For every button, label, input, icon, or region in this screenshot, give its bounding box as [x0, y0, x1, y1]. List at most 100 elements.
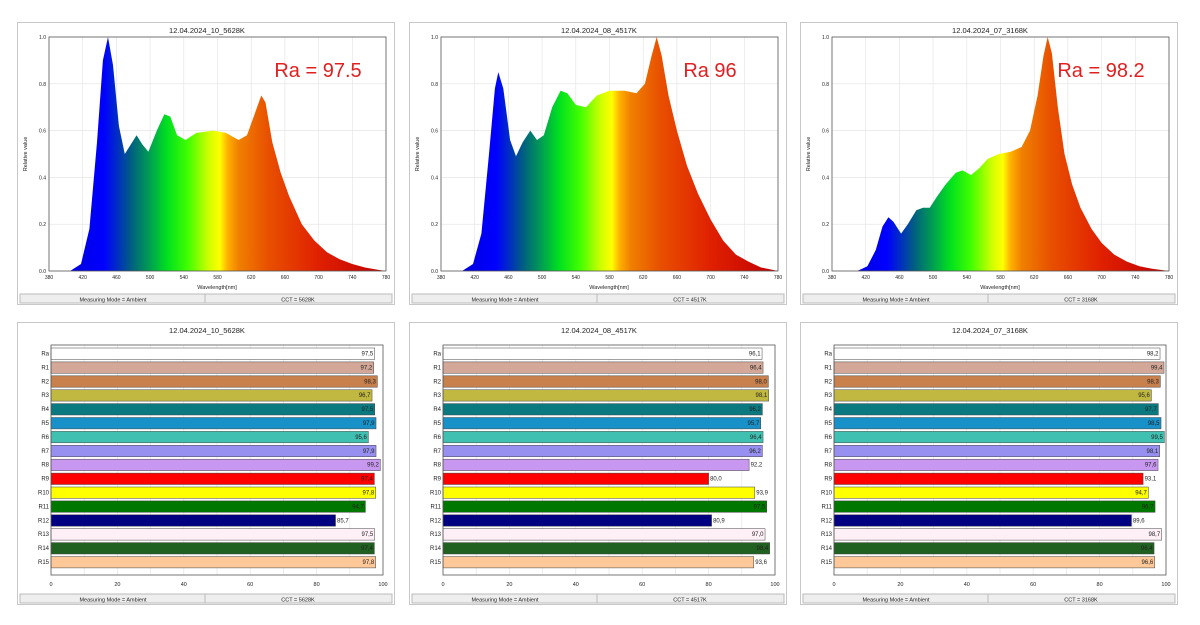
x-tick-label: 60	[247, 582, 253, 588]
chart-title: 12.04.2024_08_4517K	[561, 326, 637, 335]
status-cct: CCT = 5628K	[281, 598, 315, 604]
value-label: 93,1	[1145, 477, 1157, 483]
bar-r8	[833, 458, 1159, 471]
category-label: R12	[430, 518, 442, 524]
y-axis-label: Relative value	[23, 137, 29, 172]
category-label: R6	[433, 435, 441, 441]
x-tick-label: 0	[49, 582, 52, 588]
bar-ra	[50, 347, 375, 360]
cri-bar-chart: 12.04.2024_07_3168K 0 20 40 60 80 100 Ra 98,2 R1 9…	[802, 326, 1176, 604]
bar-r13	[50, 528, 375, 541]
bar-r12	[833, 514, 1132, 527]
value-label: 97,7	[1145, 407, 1157, 413]
x-tick-label: 420	[471, 275, 480, 281]
x-tick-label: 700	[1097, 275, 1106, 281]
bar-r9	[442, 472, 709, 485]
x-tick-label: 380	[437, 275, 446, 281]
y-tick-label: 0.2	[39, 222, 46, 228]
status-bar	[411, 593, 785, 604]
category-label: R6	[824, 435, 832, 441]
bar-r4	[442, 403, 763, 416]
plot-frame	[833, 344, 1167, 576]
bar-r15	[50, 556, 376, 569]
status-bar	[411, 293, 785, 304]
value-label: 95,7	[748, 421, 760, 427]
value-label: 97,5	[754, 504, 766, 510]
x-tick-label: 460	[504, 275, 513, 281]
category-label: R15	[38, 560, 50, 566]
bar-r10	[833, 486, 1149, 499]
x-tick-label: 420	[862, 275, 871, 281]
plot-frame	[50, 344, 384, 576]
value-label: 97,6	[1145, 463, 1157, 469]
value-label: 89,6	[1133, 518, 1145, 524]
y-tick-label: 0.6	[822, 129, 829, 135]
bar-r11	[833, 500, 1156, 513]
x-tick-label: 660	[1064, 275, 1073, 281]
x-tick-label: 420	[79, 275, 88, 281]
x-tick-label: 580	[605, 275, 614, 281]
y-tick-label: 1.0	[431, 35, 438, 41]
bar-r6	[442, 431, 764, 444]
x-tick-label: 0	[832, 582, 835, 588]
status-measuring-mode: Measuring Mode = Ambient	[79, 598, 147, 604]
value-label: 98,3	[364, 379, 376, 385]
value-label: 93,6	[755, 560, 767, 566]
y-tick-label: 0.0	[431, 269, 438, 275]
category-label: R9	[824, 477, 832, 483]
y-tick-label: 0.6	[39, 129, 46, 135]
value-label: 96,4	[1141, 546, 1153, 552]
status-bar	[802, 293, 1176, 304]
bar-r5	[50, 417, 377, 430]
bar-r9	[50, 472, 375, 485]
y-axis-label: Relative value	[806, 137, 812, 172]
category-label: R12	[821, 518, 833, 524]
value-label: 97,4	[361, 477, 373, 483]
status-measuring-mode: Measuring Mode = Ambient	[862, 598, 930, 604]
x-tick-label: 660	[673, 275, 682, 281]
category-label: Ra	[433, 352, 441, 358]
value-label: 97,8	[363, 560, 375, 566]
category-label: R14	[430, 546, 442, 552]
x-tick-label: 20	[897, 582, 903, 588]
bar-r10	[442, 486, 755, 499]
value-label: 98,5	[1148, 421, 1160, 427]
bar-r4	[833, 403, 1159, 416]
x-tick-label: 620	[1030, 275, 1039, 281]
value-label: 97,5	[362, 532, 374, 538]
x-tick-label: 100	[770, 582, 779, 588]
chart-title: 12.04.2024_07_3168K	[952, 26, 1028, 35]
spectrum-chart: 12.04.2024_08_4517K 380 420 460 500 540 580 620…	[411, 26, 785, 304]
chart-title: 12.04.2024_10_5628K	[169, 26, 245, 35]
category-label: R10	[38, 491, 50, 497]
x-tick-label: 100	[378, 582, 387, 588]
status-measuring-mode: Measuring Mode = Ambient	[471, 298, 539, 304]
category-label: R3	[824, 393, 832, 399]
category-label: R3	[41, 393, 49, 399]
category-label: R8	[41, 463, 49, 469]
value-label: 96,1	[749, 352, 761, 358]
x-tick-label: 620	[247, 275, 256, 281]
x-tick-label: 580	[213, 275, 222, 281]
bar-r8	[442, 458, 750, 471]
x-tick-label: 660	[281, 275, 290, 281]
status-bar	[19, 593, 393, 604]
category-label: R10	[821, 491, 833, 497]
x-tick-label: 80	[1097, 582, 1103, 588]
spectrum-panel-4517k: 12.04.2024_08_4517K 380 420 460 500 540 580 620…	[409, 22, 787, 305]
plot-frame	[442, 344, 776, 576]
x-tick-label: 540	[180, 275, 189, 281]
bar-r11	[442, 500, 767, 513]
value-label: 94,7	[352, 504, 364, 510]
bar-r8	[50, 458, 381, 471]
x-axis-label: Wavelength[nm]	[197, 285, 237, 291]
bar-r1	[50, 361, 374, 374]
x-tick-label: 0	[441, 582, 444, 588]
value-label: 96,7	[359, 393, 371, 399]
x-tick-label: 700	[706, 275, 715, 281]
y-tick-label: 0.8	[39, 82, 46, 88]
y-tick-label: 0.8	[431, 82, 438, 88]
cri-panel-3168k: 12.04.2024_07_3168K 0 20 40 60 80 100 Ra 98,2 R1 9…	[800, 322, 1178, 605]
x-tick-label: 80	[314, 582, 320, 588]
category-label: R5	[41, 421, 49, 427]
